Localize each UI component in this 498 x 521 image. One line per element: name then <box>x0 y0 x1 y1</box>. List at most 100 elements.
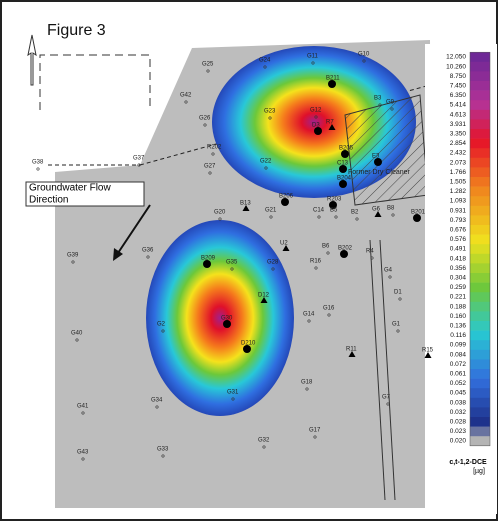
legend-swatch <box>470 109 490 120</box>
legend-swatch <box>470 263 490 274</box>
legend-unit: [µg] <box>473 468 485 475</box>
legend-label: 0.038 <box>450 399 467 406</box>
legend-label: 0.020 <box>450 438 467 445</box>
legend-swatch <box>470 273 490 283</box>
well-marker <box>281 198 289 206</box>
well-label: G4 <box>384 268 393 274</box>
well-label: B205 <box>339 146 354 152</box>
well-marker <box>262 445 266 449</box>
legend-label: 10.260 <box>446 63 466 70</box>
well-marker <box>362 59 366 63</box>
well-label: G12 <box>310 108 322 114</box>
well-marker <box>203 260 211 268</box>
legend-label: 0.491 <box>450 246 467 253</box>
legend-swatch <box>470 388 490 399</box>
legend-swatch <box>470 186 490 197</box>
legend-swatch <box>470 349 490 360</box>
well-label: B202 <box>338 246 353 252</box>
well-label: B201 <box>411 210 426 216</box>
legend-label: 0.188 <box>450 303 467 310</box>
well-marker <box>327 313 331 317</box>
legend-swatch <box>470 138 490 149</box>
legend-label: 0.032 <box>450 409 467 416</box>
well-label: G30 <box>221 316 233 322</box>
well-marker <box>206 69 210 73</box>
wells: G25 G24 G11 G10 B211 G42 G26 G23 G12 B3 G9 D3 R7 B205… <box>32 52 434 461</box>
legend-label: 0.023 <box>450 428 467 435</box>
well-marker <box>260 297 268 303</box>
well-label: G18 <box>301 380 313 386</box>
well-marker <box>329 201 337 209</box>
well-label: G9 <box>386 100 395 106</box>
legend-swatch <box>470 90 490 101</box>
well-label: G23 <box>264 109 276 115</box>
legend-label: 0.061 <box>450 371 467 378</box>
well-label: G2 <box>157 322 166 328</box>
well-label: R202 <box>207 145 222 151</box>
well-label: D1 <box>394 290 402 296</box>
well-label: G26 <box>199 116 211 122</box>
well-label: G10 <box>358 52 370 58</box>
legend-swatch <box>470 378 490 389</box>
well-label: G24 <box>259 58 271 64</box>
well-marker <box>314 127 322 135</box>
well-marker <box>388 275 392 279</box>
legend-swatch <box>470 234 490 245</box>
well-marker <box>370 256 374 260</box>
well-label: G38 <box>32 160 44 166</box>
well-label: G25 <box>202 62 214 68</box>
legend-label: 2.073 <box>450 159 467 166</box>
well-marker <box>396 329 400 333</box>
legend-swatch <box>470 81 490 91</box>
well-marker <box>203 123 207 127</box>
well-label: G31 <box>227 390 239 396</box>
legend-label: 6.350 <box>450 92 467 99</box>
well-label: G43 <box>77 450 89 456</box>
well-label: C13 <box>337 161 349 167</box>
plume <box>146 220 294 416</box>
legend-label: 0.116 <box>450 332 466 339</box>
well-label: U2 <box>280 241 288 247</box>
legend-swatch <box>470 369 490 379</box>
well-label: G7 <box>382 395 391 401</box>
legend-label: 0.931 <box>450 207 467 214</box>
legend-label: 0.028 <box>450 419 467 426</box>
well-label: B209 <box>201 256 216 262</box>
legend-swatch <box>470 52 490 63</box>
well-marker <box>391 213 395 217</box>
legend-swatch <box>470 215 490 226</box>
well-marker <box>313 435 317 439</box>
well-marker <box>36 167 40 171</box>
legend-label: 2.432 <box>450 150 467 157</box>
well-label: G40 <box>71 331 83 337</box>
well-marker <box>398 297 402 301</box>
well-label: G22 <box>260 159 272 165</box>
well-marker <box>269 215 273 219</box>
legend-swatch <box>470 340 490 351</box>
well-marker <box>374 158 382 166</box>
well-label: G21 <box>265 208 277 214</box>
boundary <box>39 54 151 110</box>
well-marker <box>271 267 275 271</box>
well-label: G34 <box>151 398 163 404</box>
legend-label: 0.221 <box>450 294 467 301</box>
well-marker <box>231 397 235 401</box>
legend-swatch <box>470 167 490 178</box>
legend-swatch <box>470 177 490 187</box>
well-label: D12 <box>258 293 270 299</box>
well-marker <box>305 387 309 391</box>
well-label: R11 <box>346 347 357 353</box>
well-label: B5 <box>330 208 338 214</box>
legend-label: 5.414 <box>450 102 467 109</box>
legend-label: 0.052 <box>450 380 467 387</box>
well-label: D3 <box>312 123 320 129</box>
well-label: G20 <box>214 210 226 216</box>
well-marker <box>218 217 222 221</box>
road <box>379 239 396 501</box>
well-label: G39 <box>67 253 79 259</box>
legend-label: 0.259 <box>450 284 467 291</box>
well-marker <box>81 411 85 415</box>
well-label: G11 <box>307 54 319 60</box>
legend-swatch <box>470 407 490 418</box>
legend-label: 1.505 <box>450 179 467 186</box>
